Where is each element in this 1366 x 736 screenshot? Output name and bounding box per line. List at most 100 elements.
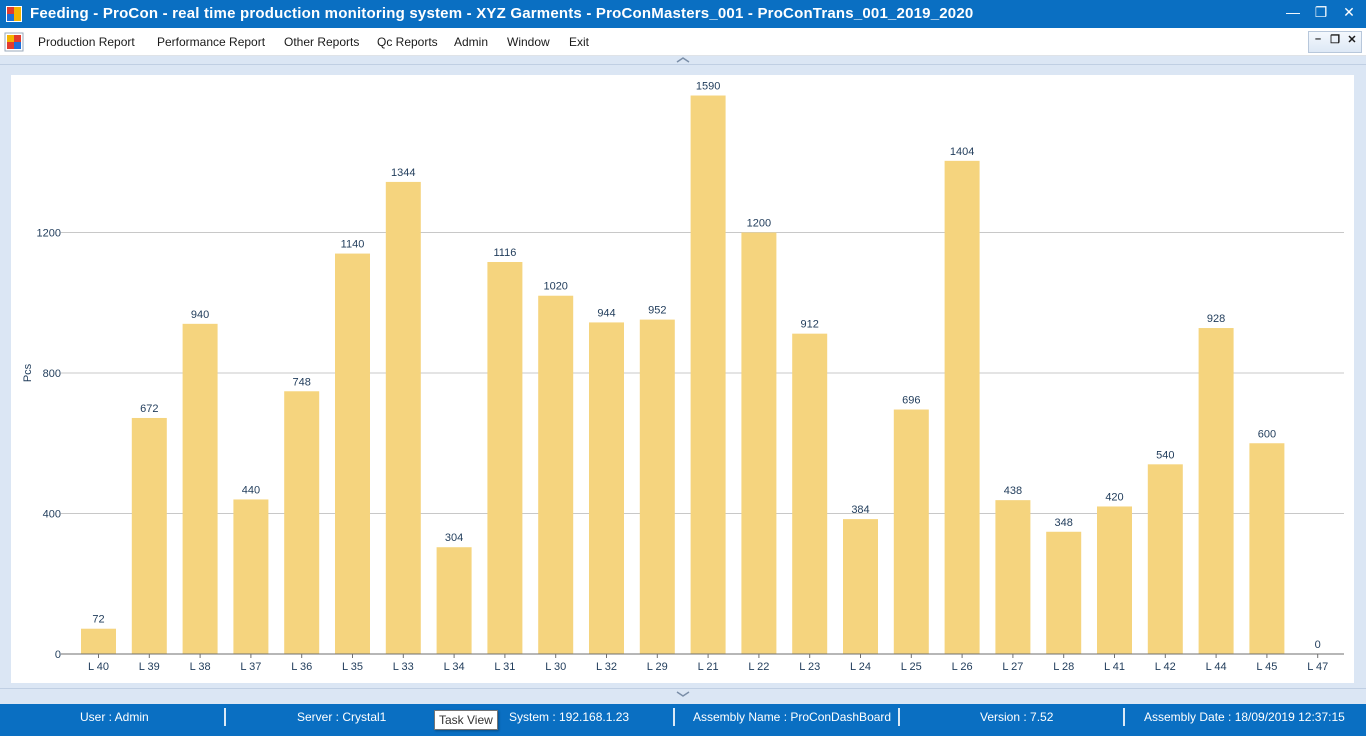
bar — [1046, 531, 1082, 654]
bar-value-label: 438 — [1004, 485, 1022, 497]
x-tick-label: L 21 — [698, 661, 719, 673]
x-tick-label: L 38 — [190, 661, 211, 673]
status-user: User : Admin — [80, 710, 149, 724]
chevron-up-icon[interactable] — [676, 57, 690, 63]
bar-value-label: 1020 — [543, 281, 567, 293]
x-tick-label: L 40 — [88, 661, 109, 673]
bar — [843, 519, 878, 654]
x-tick-label: L 35 — [342, 661, 363, 673]
status-version: Version : 7.52 — [980, 710, 1054, 724]
top-splitter[interactable] — [0, 56, 1366, 65]
x-tick-label: L 45 — [1256, 661, 1277, 673]
title-bar: Feeding - ProCon - real time production … — [0, 0, 1366, 28]
x-tick-label: L 29 — [647, 661, 668, 673]
bar-value-label: 748 — [293, 376, 311, 388]
status-bar: User : Admin Server : Crystal1 System : … — [0, 704, 1366, 736]
status-assembly-date: Assembly Date : 18/09/2019 12:37:15 — [1144, 710, 1345, 724]
bar-value-label: 0 — [1315, 639, 1321, 651]
bar-value-label: 1200 — [747, 218, 771, 230]
x-tick-label: L 28 — [1053, 661, 1074, 673]
x-tick-label: L 25 — [901, 661, 922, 673]
bar-value-label: 384 — [851, 504, 869, 516]
x-tick-label: L 33 — [393, 661, 414, 673]
bottom-splitter[interactable] — [0, 688, 1366, 705]
bar-value-label: 1140 — [341, 239, 365, 251]
status-separator — [673, 708, 675, 726]
x-tick-label: L 24 — [850, 661, 871, 673]
x-tick-label: L 44 — [1206, 661, 1227, 673]
bar-value-label: 440 — [242, 484, 260, 496]
y-tick-label: 800 — [43, 368, 61, 380]
bar-value-label: 1116 — [493, 247, 516, 259]
bar-value-label: 944 — [597, 307, 615, 319]
x-tick-label: L 42 — [1155, 661, 1176, 673]
bar — [893, 409, 929, 654]
window-title: Feeding - ProCon - real time production … — [30, 5, 974, 22]
bar-value-label: 912 — [801, 319, 819, 331]
y-tick-label: 0 — [55, 649, 61, 661]
menu-other-reports[interactable]: Other Reports — [284, 35, 360, 49]
bar — [182, 323, 218, 654]
task-view-tooltip: Task View — [434, 710, 498, 730]
mdi-restore-button[interactable]: ❐ — [1330, 34, 1340, 46]
mdi-child-icon[interactable] — [4, 32, 24, 52]
x-tick-label: L 47 — [1307, 661, 1328, 673]
menu-bar: Production Report Performance Report Oth… — [0, 28, 1366, 56]
work-area: 0 400 800 1200 72 L 40 672 L 39 940 L 38 440 L 37 74… — [0, 56, 1366, 704]
bar — [1249, 443, 1285, 654]
bar — [385, 181, 421, 655]
mdi-minimize-button[interactable]: – — [1314, 33, 1322, 45]
y-tick-label: 400 — [43, 509, 61, 521]
bar — [792, 333, 828, 654]
bar — [1097, 506, 1132, 654]
chevron-down-icon[interactable] — [676, 691, 690, 697]
restore-button[interactable]: ❐ — [1314, 4, 1328, 20]
bar — [538, 295, 574, 654]
bar-value-label: 1404 — [950, 146, 974, 158]
status-system: System : 192.168.1.23 — [509, 710, 630, 724]
status-separator — [898, 708, 900, 726]
bar-value-label: 940 — [191, 309, 209, 321]
mdi-close-button[interactable]: ✕ — [1347, 34, 1357, 46]
minimize-button[interactable]: — — [1286, 4, 1300, 20]
close-button[interactable]: ✕ — [1343, 4, 1355, 20]
status-server: Server : Crystal1 — [297, 710, 387, 724]
bar — [233, 499, 269, 654]
status-separator — [1123, 708, 1125, 726]
app-logo-icon — [6, 6, 22, 22]
status-separator — [224, 708, 226, 726]
menu-window[interactable]: Window — [507, 35, 550, 49]
x-tick-label: L 39 — [139, 661, 160, 673]
bar-value-label: 540 — [1156, 449, 1174, 461]
x-tick-label: L 23 — [799, 661, 820, 673]
x-tick-label: L 27 — [1002, 661, 1023, 673]
bar — [944, 160, 980, 654]
bar — [589, 322, 624, 654]
x-tick-label: L 22 — [748, 661, 769, 673]
x-tick-label: L 34 — [444, 661, 465, 673]
bar — [81, 628, 116, 654]
menu-qc-reports[interactable]: Qc Reports — [377, 35, 438, 49]
bar — [335, 253, 370, 654]
status-assembly-name: Assembly Name : ProConDashBoard — [693, 710, 892, 724]
x-tick-label: L 31 — [494, 661, 515, 673]
bar — [741, 232, 777, 654]
menu-admin[interactable]: Admin — [454, 35, 489, 49]
bar-value-label: 348 — [1055, 517, 1073, 529]
bar-value-label: 304 — [445, 532, 463, 544]
bar-value-label: 1590 — [696, 81, 720, 93]
bar — [690, 95, 726, 654]
menu-production-report[interactable]: Production Report — [38, 35, 135, 49]
y-tick-label: 1200 — [37, 228, 61, 240]
bar — [131, 417, 167, 654]
y-axis-title: Pcs — [22, 363, 34, 382]
bar-value-label: 420 — [1105, 491, 1123, 503]
x-tick-label: L 26 — [952, 661, 973, 673]
bar-value-label: 928 — [1207, 313, 1225, 325]
menu-performance-report[interactable]: Performance Report — [157, 35, 266, 49]
x-tick-label: L 36 — [291, 661, 312, 673]
bar — [487, 262, 523, 654]
x-tick-label: L 30 — [545, 661, 566, 673]
bar — [1198, 328, 1234, 654]
menu-exit[interactable]: Exit — [569, 35, 590, 49]
